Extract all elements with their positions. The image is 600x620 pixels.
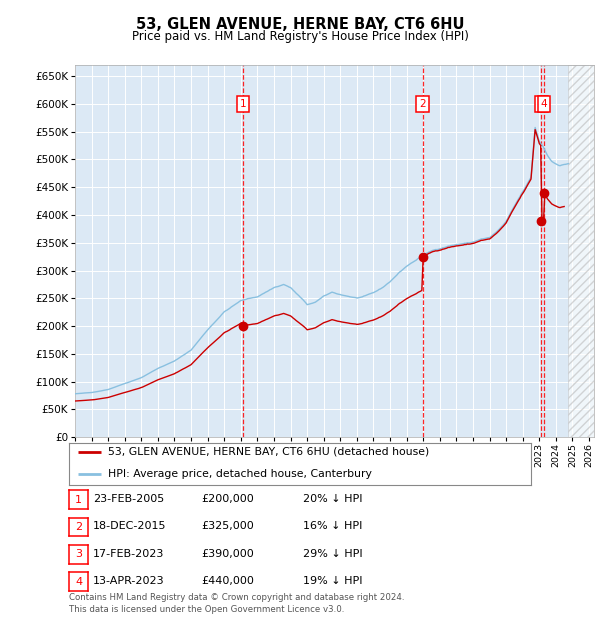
Text: 18-DEC-2015: 18-DEC-2015 (93, 521, 167, 531)
Text: 3: 3 (75, 549, 82, 559)
Text: 53, GLEN AVENUE, HERNE BAY, CT6 6HU: 53, GLEN AVENUE, HERNE BAY, CT6 6HU (136, 17, 464, 32)
Text: 16% ↓ HPI: 16% ↓ HPI (303, 521, 362, 531)
Text: Price paid vs. HM Land Registry's House Price Index (HPI): Price paid vs. HM Land Registry's House … (131, 30, 469, 43)
Text: 4: 4 (75, 577, 82, 587)
Text: £440,000: £440,000 (201, 576, 254, 586)
Text: Contains HM Land Registry data © Crown copyright and database right 2024.
This d: Contains HM Land Registry data © Crown c… (69, 593, 404, 614)
Text: 17-FEB-2023: 17-FEB-2023 (93, 549, 164, 559)
Text: 2: 2 (419, 99, 426, 109)
Text: 19% ↓ HPI: 19% ↓ HPI (303, 576, 362, 586)
Text: £390,000: £390,000 (201, 549, 254, 559)
Text: 29% ↓ HPI: 29% ↓ HPI (303, 549, 362, 559)
Text: 1: 1 (75, 495, 82, 505)
Bar (568, 65, 594, 437)
Text: 53, GLEN AVENUE, HERNE BAY, CT6 6HU (detached house): 53, GLEN AVENUE, HERNE BAY, CT6 6HU (det… (108, 447, 430, 457)
Text: £325,000: £325,000 (201, 521, 254, 531)
Text: 2: 2 (75, 522, 82, 532)
Text: 1: 1 (239, 99, 246, 109)
Text: £200,000: £200,000 (201, 494, 254, 504)
Text: 4: 4 (541, 99, 547, 109)
Text: 20% ↓ HPI: 20% ↓ HPI (303, 494, 362, 504)
Text: 13-APR-2023: 13-APR-2023 (93, 576, 164, 586)
Text: 3: 3 (538, 99, 545, 109)
Text: HPI: Average price, detached house, Canterbury: HPI: Average price, detached house, Cant… (108, 469, 372, 479)
Text: 23-FEB-2005: 23-FEB-2005 (93, 494, 164, 504)
